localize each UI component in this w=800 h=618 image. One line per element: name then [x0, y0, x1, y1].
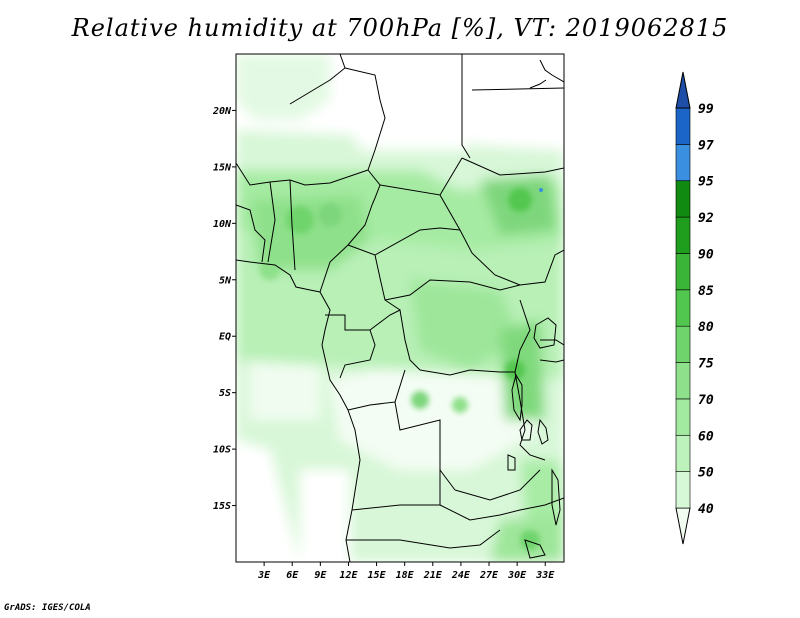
colorbar-segment	[675, 180, 691, 218]
lon-tick-label: 21E	[423, 570, 443, 581]
lon-tick-label: 27E	[479, 570, 499, 581]
lon-tick-label: 9E	[314, 570, 327, 581]
colorbar-label: 95	[698, 175, 714, 190]
lat-tick-label: 5N	[219, 275, 232, 286]
lat-tick-label: 20N	[212, 106, 232, 117]
colorbar-upper-arrow	[675, 71, 691, 109]
colorbar-label: 99	[698, 102, 714, 117]
map-frame	[235, 53, 565, 563]
colorbar-segment	[675, 471, 691, 509]
colorbar-segment	[675, 253, 691, 291]
lon-tick-label: 30E	[507, 570, 527, 581]
country-borders	[236, 54, 564, 562]
chart-title: Relative humidity at 700hPa [%], VT: 201…	[71, 14, 729, 42]
colorbar-segment	[675, 289, 691, 327]
colorbar-segment	[675, 398, 691, 436]
grads-credit: GrADS: IGES/COLA	[4, 603, 91, 613]
longitude-ticks: 3E 6E 9E 12E 15E 18E 21E 24E 27E 30E 33E	[257, 562, 555, 581]
colorbar-lower-arrow	[675, 507, 691, 545]
colorbar-segment	[675, 362, 691, 400]
lon-tick-label: 24E	[451, 570, 471, 581]
colorbar-label: 92	[698, 211, 714, 226]
high-humidity-spot	[539, 188, 543, 192]
colorbar-label: 90	[698, 247, 714, 262]
lon-tick-label: 15E	[368, 570, 387, 581]
lon-tick-label: 12E	[339, 570, 358, 581]
colorbar-label: 80	[698, 320, 714, 335]
colorbar-label: 85	[698, 284, 714, 299]
colorbar-label: 50	[698, 466, 714, 481]
lon-tick-label: 6E	[286, 570, 299, 581]
colorbar: 40 50 60 70 75 80 85 90 92 95 97 99	[675, 71, 714, 545]
colorbar-label: 97	[698, 138, 714, 153]
colorbar-segment	[675, 325, 691, 363]
lat-tick-label: 5S	[219, 388, 231, 399]
colorbar-segment	[675, 107, 691, 145]
latitude-ticks: 20N 15N 10N 5N EQ 5S 10S 15S	[212, 106, 236, 512]
lat-tick-label: 10N	[213, 219, 232, 230]
lat-tick-label: 15N	[213, 162, 232, 173]
colorbar-label: 75	[698, 357, 714, 372]
lon-tick-label: 33E	[535, 570, 555, 581]
lat-tick-label: 15S	[213, 501, 231, 512]
colorbar-label: 60	[698, 429, 714, 444]
lon-tick-label: 18E	[396, 570, 415, 581]
colorbar-segment	[675, 144, 691, 182]
lon-tick-label: 3E	[257, 570, 271, 581]
colorbar-segment	[675, 216, 691, 254]
colorbar-label: 40	[698, 502, 714, 517]
lat-tick-label: EQ	[219, 332, 231, 343]
colorbar-label: 70	[698, 393, 714, 408]
humidity-field	[236, 54, 564, 562]
lat-tick-label: 10S	[213, 445, 231, 456]
colorbar-segment	[675, 434, 691, 472]
